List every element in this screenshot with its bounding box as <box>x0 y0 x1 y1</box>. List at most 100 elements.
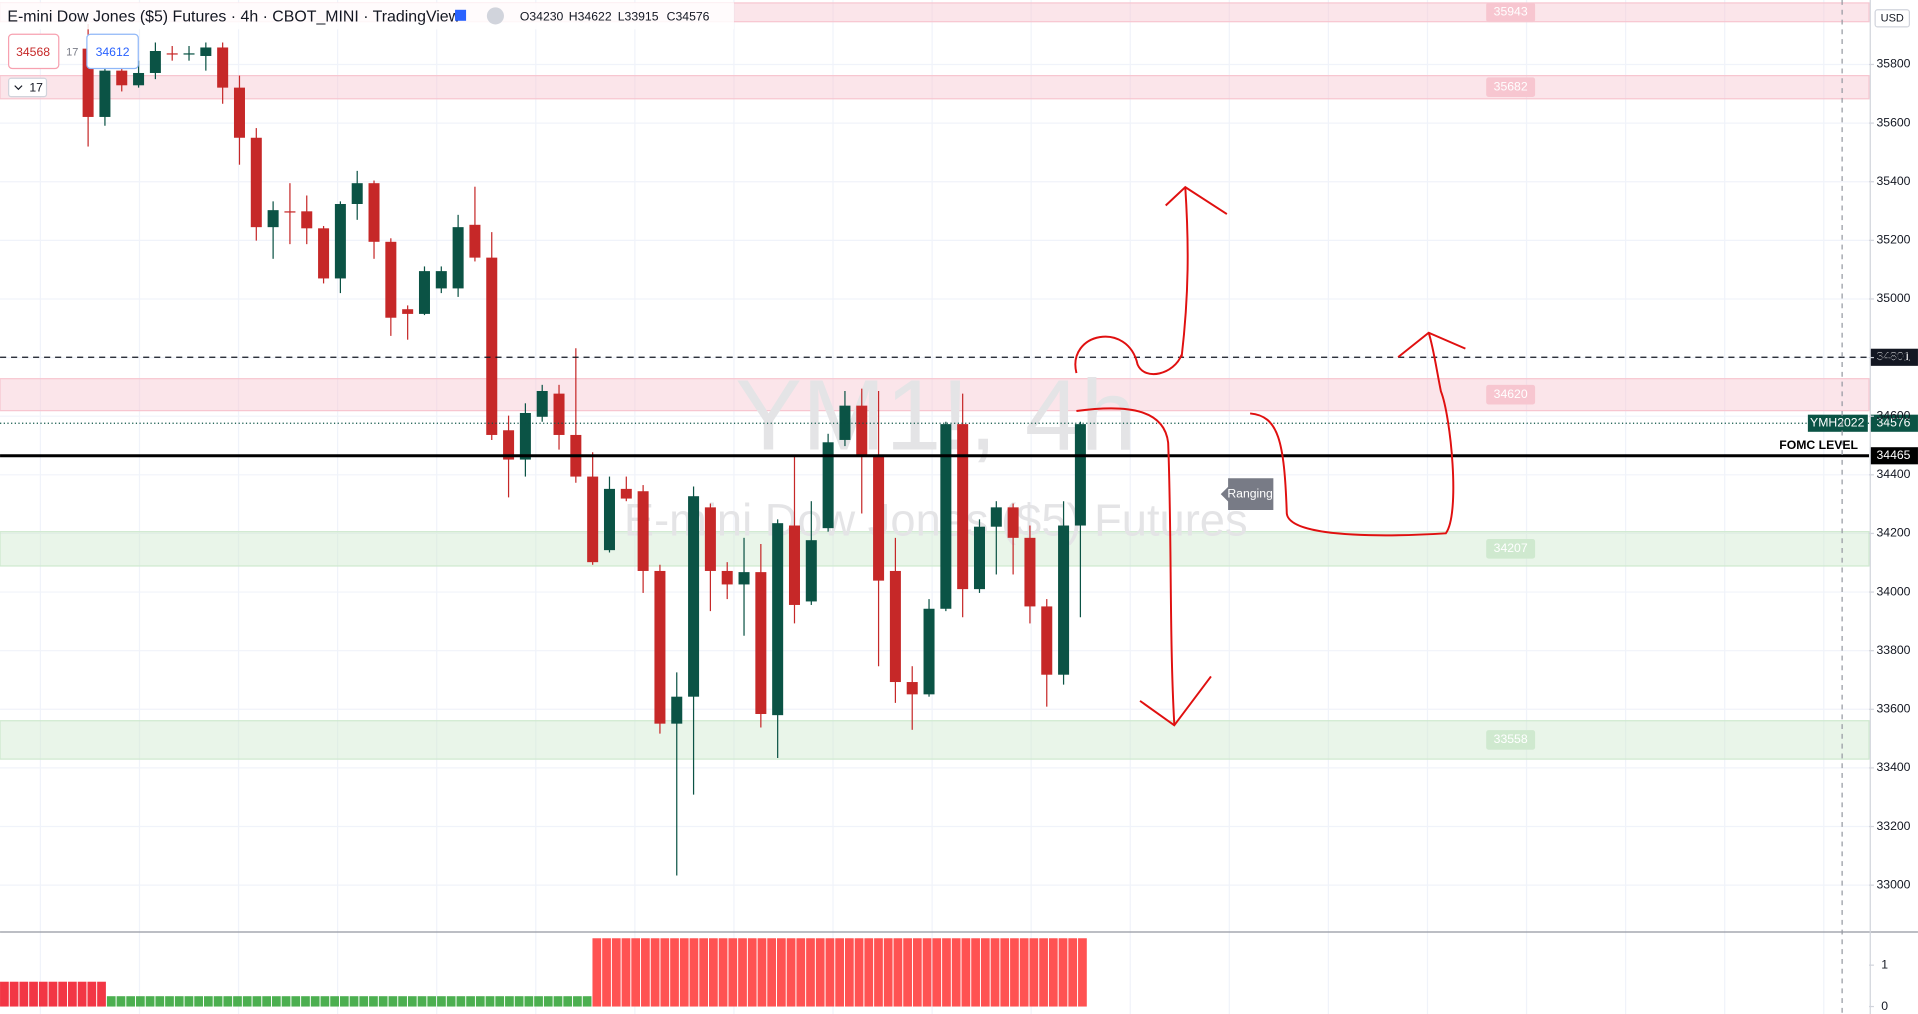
indicator-bar <box>641 938 650 1007</box>
candles <box>82 24 1086 876</box>
indicator-bar <box>427 996 437 1007</box>
candle-body <box>200 47 212 56</box>
quantity-box[interactable] <box>7 77 48 98</box>
drawn-arrow-head <box>1165 185 1228 215</box>
indicator-bar <box>378 996 388 1007</box>
indicator-bar <box>466 996 475 1007</box>
indicator-bar <box>301 996 310 1007</box>
indicator-bar <box>310 996 320 1007</box>
candle-body <box>923 608 935 695</box>
indicator-bar <box>699 938 709 1007</box>
watermark: YM1!, 4h <box>735 360 1136 472</box>
chevron <box>14 85 23 91</box>
indicator-bar <box>592 938 602 1007</box>
indicator-bar <box>883 938 893 1007</box>
currency[interactable]: USD <box>1881 12 1904 24</box>
indicator-bar <box>475 996 485 1007</box>
zone-label-bg <box>1486 730 1536 750</box>
indicator-bar <box>573 996 582 1007</box>
zone-label-bg <box>1486 384 1536 405</box>
indicator-bar <box>1078 938 1087 1007</box>
indicator-bar <box>650 938 660 1007</box>
indicator-bar <box>971 938 980 1007</box>
indicator-bar <box>942 938 951 1007</box>
zone-label: 35682 <box>1494 79 1528 93</box>
y-tick-label: 34000 <box>1877 584 1911 598</box>
indicator-bar <box>563 996 573 1007</box>
indicator-bar <box>582 996 592 1007</box>
indicator-bar <box>990 938 1000 1007</box>
candle-body <box>637 491 649 571</box>
status-icon <box>486 7 504 25</box>
candle-body <box>587 476 599 563</box>
indicator-bar <box>1068 938 1078 1007</box>
candle-body <box>402 309 414 314</box>
candle-body <box>217 47 229 88</box>
indicator-bar <box>543 996 553 1007</box>
candle-body <box>755 572 767 714</box>
quantity[interactable]: 17 <box>29 80 43 94</box>
indicator-bar <box>68 981 77 1007</box>
indicator-bar <box>97 981 106 1007</box>
candle-body <box>738 572 750 585</box>
indicator-bar <box>339 996 349 1007</box>
sell-price[interactable]: 34568 <box>16 45 50 59</box>
indicator-bar <box>602 938 611 1007</box>
candle-body <box>452 227 464 289</box>
candle-body <box>351 183 363 204</box>
zone-label: 33558 <box>1494 732 1528 746</box>
indicator-bar <box>767 938 777 1007</box>
buy-button[interactable] <box>86 33 139 70</box>
price-tag-label: 34576 <box>1877 415 1911 429</box>
indicator-bar <box>19 981 29 1007</box>
candle-body <box>82 48 94 117</box>
zone-label: 34620 <box>1494 387 1528 401</box>
candle-body <box>620 488 632 499</box>
indicator-bar <box>1010 938 1019 1007</box>
y-tick-label: 1 <box>1881 957 1888 971</box>
indicator-pane: 01 <box>0 938 1888 1013</box>
y-tick-label: 0 <box>1881 999 1888 1013</box>
indicator-bar <box>961 938 971 1007</box>
currency-box[interactable] <box>1874 9 1911 28</box>
indicator-bar <box>398 996 407 1007</box>
candle-body <box>284 211 296 213</box>
drawn-arrow-down <box>1076 407 1176 725</box>
candle-body <box>183 53 195 55</box>
candle-body <box>721 570 733 585</box>
y-tick-label: 33600 <box>1877 702 1911 716</box>
indicator-bar <box>738 938 747 1007</box>
price-tag-label: 34801 <box>1877 350 1911 364</box>
candle-body <box>957 424 969 590</box>
indicator-bar <box>485 996 495 1007</box>
indicator-bar <box>1029 938 1039 1007</box>
candle-body <box>469 224 481 258</box>
indicator-bar <box>223 996 233 1007</box>
candle-body <box>704 507 716 571</box>
candle-body <box>1024 537 1036 607</box>
drawn-bracket <box>1250 332 1455 537</box>
sell-button[interactable] <box>7 33 60 70</box>
indicator-bar <box>29 981 38 1007</box>
indicator-bar <box>126 996 136 1007</box>
candle-body <box>671 696 683 724</box>
indicator-bar <box>854 938 864 1007</box>
indicator-bar <box>951 938 961 1007</box>
indicator-bar <box>194 996 204 1007</box>
price-tag <box>1870 348 1918 366</box>
indicator-bar <box>776 938 786 1007</box>
indicator-bar <box>437 996 446 1007</box>
y-tick-label: 33400 <box>1877 760 1911 774</box>
zone-label-bg <box>1486 539 1536 559</box>
candle-body <box>301 211 313 229</box>
candle-body <box>318 228 330 279</box>
flag-icon <box>455 9 467 21</box>
candle-body <box>940 424 952 609</box>
indicator-bar <box>0 981 9 1007</box>
indicator-bar <box>835 938 844 1007</box>
indicator-bar <box>38 981 48 1007</box>
spread: 17 <box>66 47 78 59</box>
buy-price[interactable]: 34612 <box>96 45 130 59</box>
indicator-bar <box>77 981 87 1007</box>
